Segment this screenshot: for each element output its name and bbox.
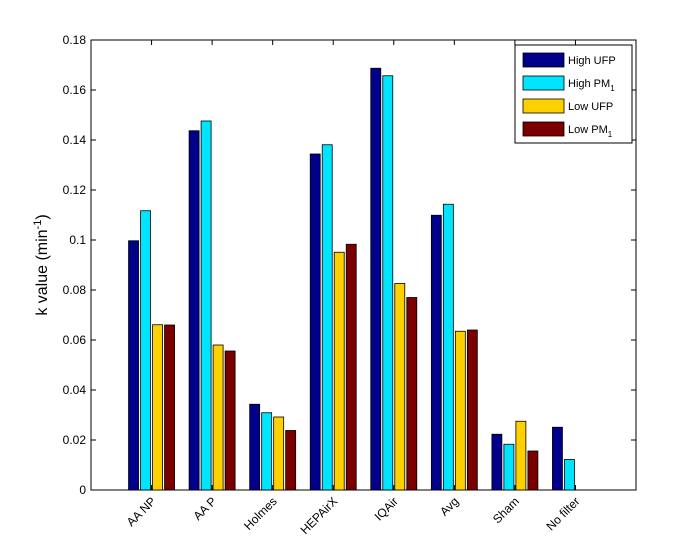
y-tick-label: 0.18 <box>63 33 87 47</box>
y-tick-label: 0.08 <box>63 283 87 297</box>
bar <box>466 329 478 491</box>
bar <box>140 210 151 491</box>
bar <box>188 130 200 491</box>
bar <box>273 416 285 491</box>
x-tick-label: HEPAirX <box>298 494 341 537</box>
bar <box>515 420 527 491</box>
y-tick-label: 0.1 <box>69 233 86 247</box>
legend: High UFP High PM1 Low UFP Low PM1 <box>514 44 633 144</box>
bar <box>309 153 321 491</box>
bar <box>212 344 224 491</box>
bar <box>394 283 406 491</box>
x-tick-label: Sham <box>490 494 522 526</box>
bar <box>442 203 454 491</box>
x-tick-label: IQAir <box>372 494 401 523</box>
y-tick-labels: 0 0.02 0.04 0.06 0.08 0.1 0.12 0.14 0.16 0.18 <box>63 33 87 497</box>
legend-label: High UFP <box>568 55 616 67</box>
bar <box>285 430 297 491</box>
y-tick-label: 0.16 <box>63 83 87 97</box>
legend-swatch <box>522 52 565 68</box>
bar <box>224 350 236 491</box>
y-tick-label: 0.06 <box>63 333 87 347</box>
bar <box>164 324 175 491</box>
bar <box>382 75 394 491</box>
x-tick-label: AA P <box>190 494 219 523</box>
bar <box>527 450 539 491</box>
bar <box>564 459 575 491</box>
legend-label: Low PM1 <box>568 124 613 139</box>
legend-swatch <box>522 121 565 137</box>
y-tick-label: 0 <box>79 483 86 497</box>
legend-swatch <box>522 75 565 91</box>
legend-label: Low UFP <box>568 101 613 113</box>
x-tick-labels: AA NP AA P Holmes HEPAirX IQAir Avg Sham No fil… <box>124 494 583 537</box>
x-tick-label: Avg <box>437 494 461 518</box>
x-tick-label: No filter <box>543 494 582 533</box>
x-tick-label: Holmes <box>241 494 280 533</box>
bar <box>491 433 503 491</box>
legend-swatch <box>522 98 565 114</box>
bar <box>454 330 466 491</box>
bar <box>503 443 515 491</box>
bar <box>370 67 382 491</box>
bar <box>249 403 261 491</box>
x-tick-label: AA NP <box>124 494 159 529</box>
y-tick-label: 0.12 <box>63 183 87 197</box>
bar <box>430 214 442 491</box>
bar <box>552 426 563 491</box>
bar <box>406 297 418 491</box>
bar <box>152 324 163 491</box>
y-axis-label: k value (min-1) <box>32 214 51 315</box>
legend-label: High PM1 <box>568 78 615 93</box>
y-tick-label: 0.14 <box>63 133 87 147</box>
bar <box>321 144 333 491</box>
y-tick-label: 0.02 <box>63 433 87 447</box>
bar <box>128 240 139 491</box>
bar <box>345 243 357 491</box>
bar <box>200 120 212 491</box>
bar <box>261 412 273 491</box>
y-tick-label: 0.04 <box>63 383 87 397</box>
bar <box>333 251 345 491</box>
